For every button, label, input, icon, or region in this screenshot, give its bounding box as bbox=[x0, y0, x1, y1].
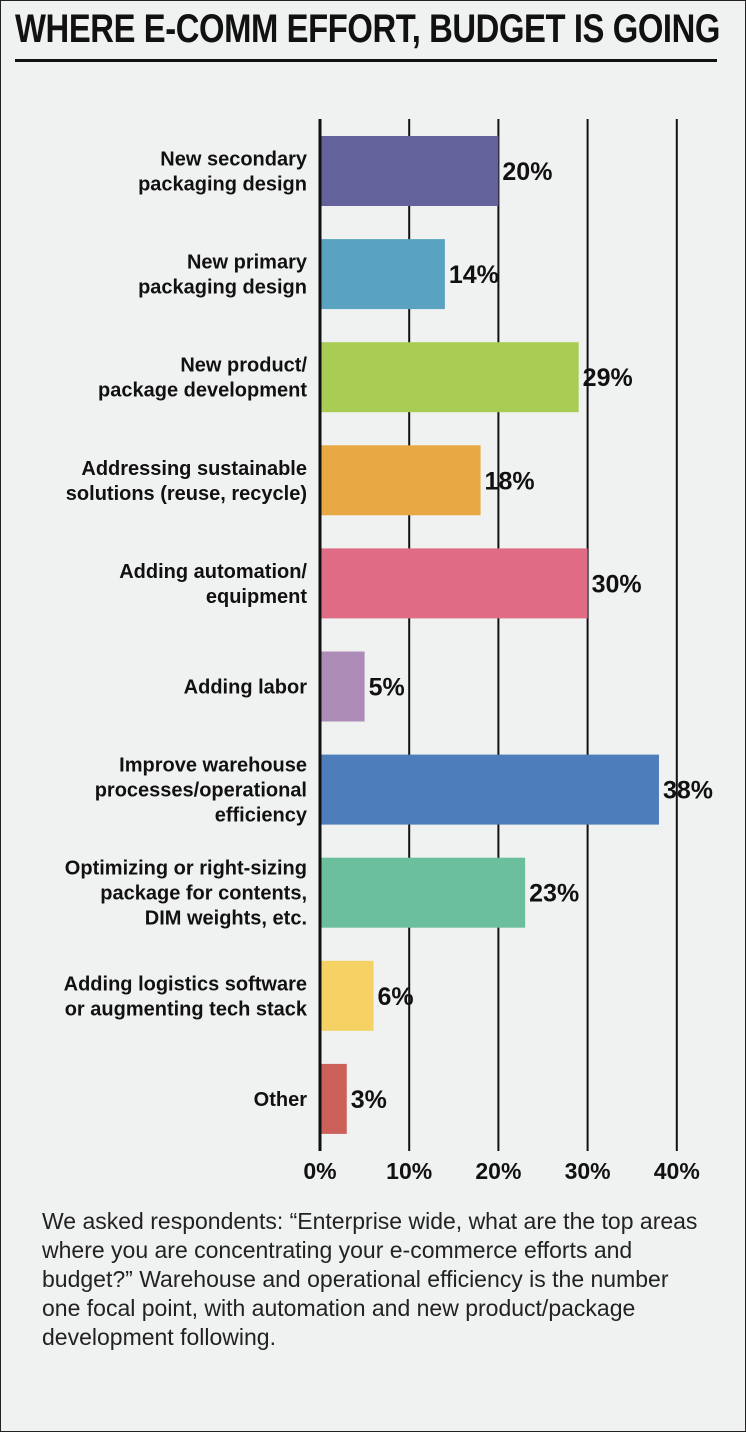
bar bbox=[320, 1063, 347, 1134]
bar bbox=[320, 445, 481, 516]
value-label: 23% bbox=[529, 880, 579, 908]
value-label: 6% bbox=[378, 983, 414, 1011]
chart-caption: We asked respondents: “Enterprise wide, … bbox=[42, 1208, 698, 1350]
bar-chart: 20% New secondary packaging design 14% New p… bbox=[64, 119, 713, 1184]
bar bbox=[320, 342, 579, 413]
bar bbox=[320, 136, 499, 206]
x-tick-label: 30% bbox=[565, 1158, 611, 1184]
category-label: Adding logistics software or augmenting t… bbox=[64, 973, 308, 1020]
bar bbox=[320, 754, 659, 825]
value-label: 30% bbox=[592, 570, 642, 598]
category-label: Other bbox=[254, 1089, 308, 1111]
x-tick-label: 20% bbox=[475, 1158, 521, 1184]
category-label: New secondary packaging design bbox=[138, 149, 308, 196]
value-label: 38% bbox=[663, 777, 713, 805]
category-label: Addressing sustainable solutions (reuse, … bbox=[66, 458, 307, 505]
value-label: 29% bbox=[583, 364, 633, 392]
value-label: 14% bbox=[449, 261, 499, 289]
value-label: 5% bbox=[369, 674, 405, 702]
bar bbox=[320, 857, 526, 928]
title-underline bbox=[15, 59, 717, 62]
chart-title: WHERE E-COMM EFFORT, BUDGET IS GOING bbox=[15, 7, 721, 51]
bar bbox=[320, 548, 588, 619]
category-label: Adding automation/equipment bbox=[119, 561, 307, 608]
category-label: New primary packaging design bbox=[138, 252, 308, 299]
bar bbox=[320, 651, 365, 722]
x-tick-label: 0% bbox=[303, 1158, 336, 1184]
value-label: 20% bbox=[502, 158, 552, 186]
category-label: New product/package development bbox=[98, 355, 307, 402]
value-label: 18% bbox=[485, 467, 535, 495]
bar bbox=[320, 960, 374, 1031]
x-tick-label: 40% bbox=[654, 1158, 700, 1184]
bar bbox=[320, 239, 445, 310]
x-tick-label: 10% bbox=[386, 1158, 432, 1184]
category-label: Adding labor bbox=[184, 677, 308, 699]
value-label: 3% bbox=[351, 1086, 387, 1114]
category-label: Optimizing or right-sizing package for co… bbox=[65, 858, 307, 930]
category-label: Improve warehouse processes/operational ef… bbox=[95, 755, 308, 827]
